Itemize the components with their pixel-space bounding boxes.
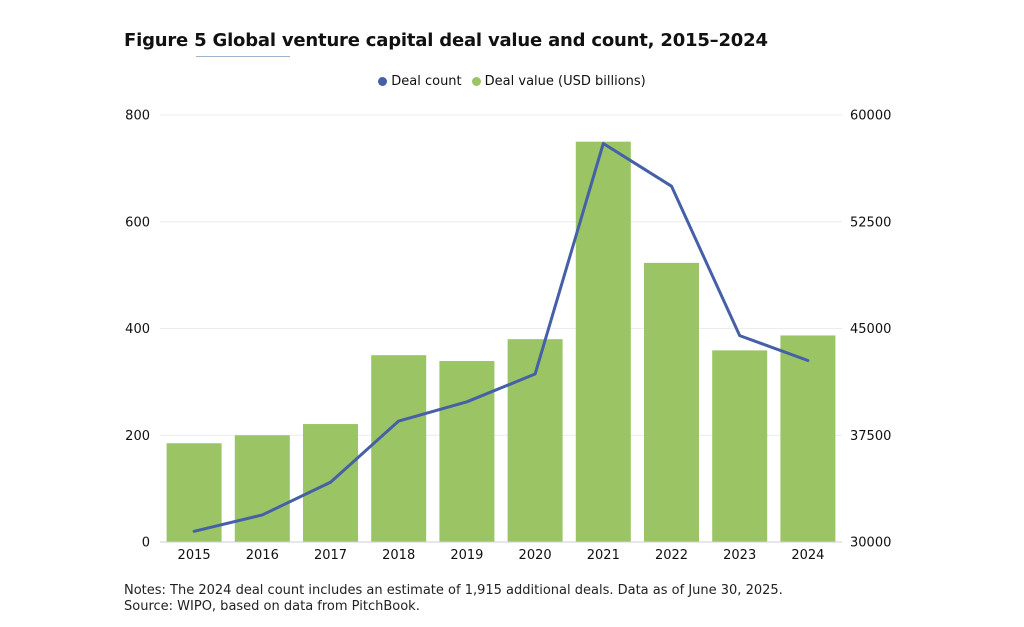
legend: Deal count Deal value (USD billions) (0, 74, 1024, 89)
x-tick-label: 2019 (450, 548, 483, 563)
x-tick-label: 2023 (723, 548, 756, 563)
legend-swatch-deal-count (378, 77, 388, 86)
x-tick-label: 2015 (178, 548, 211, 563)
y-left-tick-label: 600 (125, 215, 150, 230)
notes-text: Notes: The 2024 deal count includes an e… (124, 583, 783, 598)
x-tick-label: 2016 (246, 548, 279, 563)
bar-deal-value (371, 355, 427, 542)
x-tick-label: 2020 (519, 548, 552, 563)
legend-item-deal-value[interactable]: Deal value (USD billions) (471, 74, 646, 89)
legend-label-deal-count: Deal count (391, 74, 462, 89)
legend-item-deal-count[interactable]: Deal count (378, 74, 462, 89)
x-tick-label: 2018 (382, 548, 415, 563)
bar-deal-value (439, 361, 495, 542)
bar-deal-value (712, 350, 768, 542)
x-tick-label: 2017 (314, 548, 347, 563)
y-right-tick-label: 45000 (850, 322, 891, 337)
chart-title: Figure 5 Global venture capital deal val… (124, 30, 768, 51)
y-right-tick-label: 37500 (850, 429, 891, 444)
title-underline (196, 56, 290, 57)
line-deal-count (192, 141, 810, 533)
chart-notes: Notes: The 2024 deal count includes an e… (124, 583, 783, 615)
x-tick-label: 2024 (791, 548, 824, 563)
y-right-tick-label: 30000 (850, 536, 891, 551)
y-left-tick-label: 400 (125, 322, 150, 337)
bar-deal-value (234, 435, 290, 542)
bar-deal-value (575, 141, 631, 542)
bar-deal-value (780, 335, 836, 542)
y-left-tick-label: 800 (125, 109, 150, 124)
y-left-tick-label: 0 (142, 536, 150, 551)
y-right-tick-label: 52500 (850, 215, 891, 230)
y-right-tick-label: 60000 (850, 109, 891, 124)
x-tick-label: 2021 (587, 548, 620, 563)
legend-swatch-deal-value (471, 77, 481, 86)
y-left-tick-label: 200 (125, 429, 150, 444)
bar-deal-value (644, 262, 699, 542)
x-tick-label: 2022 (655, 548, 688, 563)
legend-label-deal-value: Deal value (USD billions) (484, 74, 646, 89)
source-text: Source: WIPO, based on data from PitchBo… (124, 599, 420, 614)
